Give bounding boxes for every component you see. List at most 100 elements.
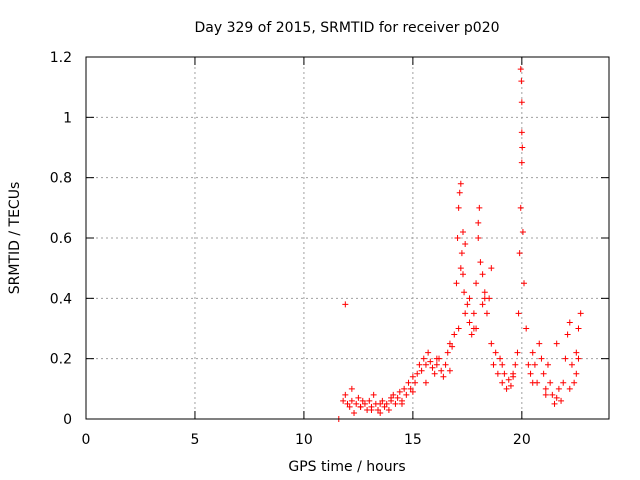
data-point [575,325,582,332]
data-point [515,310,522,317]
data-point [398,400,405,407]
data-point [409,373,416,380]
data-point [464,301,471,308]
data-point [366,397,373,404]
data-point [529,379,536,386]
data-point [514,349,521,356]
data-point [418,367,425,374]
data-point [512,361,519,368]
data-point [573,349,580,356]
data-point [542,391,549,398]
data-point [381,403,388,410]
data-point [438,367,445,374]
data-point [377,400,384,407]
data-point [503,385,510,392]
y-axis-label: SRMTID / TECUs [7,182,23,295]
data-point [516,250,523,257]
data-point [462,310,469,317]
data-point [433,355,440,362]
data-point [555,385,562,392]
y-tick-label: 1.2 [50,50,72,66]
data-point [422,379,429,386]
data-point [459,228,466,235]
data-point [392,400,399,407]
data-point [481,289,488,296]
data-point [507,382,514,389]
data-point [405,379,412,386]
data-point [396,388,403,395]
data-point [412,379,419,386]
x-tick-label: 20 [513,432,531,448]
x-tick-label: 10 [295,432,313,448]
data-point [455,204,462,211]
data-point [407,385,414,392]
y-tick-label: 0 [63,412,72,428]
data-point [473,280,480,287]
data-point [368,406,375,413]
data-point [518,78,525,85]
grid-lines [86,57,609,419]
data-point [527,370,534,377]
data-point [577,310,584,317]
data-point [479,301,486,308]
data-point [355,394,362,401]
data-point [518,129,525,136]
data-point [499,361,506,368]
data-point [383,400,390,407]
data-point [553,394,560,401]
data-point [481,295,488,302]
y-tick-label: 1 [63,110,72,126]
y-tick-label: 0.6 [50,231,72,247]
data-point [357,403,364,410]
data-point [446,367,453,374]
data-point [394,394,401,401]
data-point [353,400,360,407]
data-point [571,379,578,386]
data-point [401,385,408,392]
data-point [458,250,465,257]
data-point [499,379,506,386]
data-point [501,370,508,377]
data-point [375,406,382,413]
data-point [457,180,464,187]
data-point [562,355,569,362]
data-point [348,397,355,404]
data-point [477,259,484,266]
data-point [573,370,580,377]
data-point [468,331,475,338]
data-point [518,159,525,166]
data-point [483,310,490,317]
y-tick-label: 0.8 [50,171,72,187]
data-point [525,361,532,368]
data-point [505,376,512,383]
data-point [518,99,525,106]
data-point [470,325,477,332]
data-point [388,394,395,401]
data-point [549,391,556,398]
data-point [479,271,486,278]
y-tick-label: 0.4 [50,291,72,307]
data-point [455,325,462,332]
data-point [475,219,482,226]
data-point [494,370,501,377]
data-point [517,66,524,73]
data-point [416,361,423,368]
data-point [558,397,565,404]
data-point [377,409,384,416]
axis-ticks [85,56,609,420]
data-point [348,385,355,392]
data-point [361,400,368,407]
data-point [497,355,504,362]
data-point [420,355,427,362]
data-point [440,373,447,380]
x-tick-label: 5 [190,432,199,448]
data-point [427,358,434,365]
data-point [488,340,495,347]
data-point [344,400,351,407]
data-point [475,235,482,241]
data-point [488,265,495,272]
data-point [370,391,377,398]
data-point [519,144,526,151]
x-tick-label: 0 [82,432,91,448]
data-point [461,289,468,296]
